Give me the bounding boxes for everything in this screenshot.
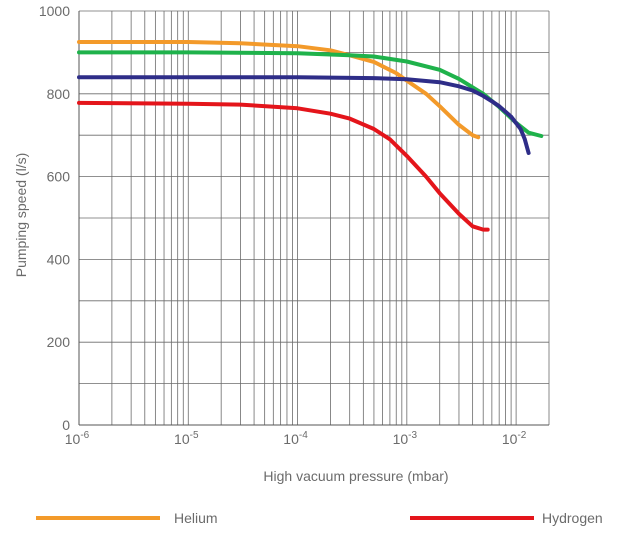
y-tick-label: 600 xyxy=(47,169,71,185)
series-line-hydrogen xyxy=(77,100,490,232)
legend: Helium Hydrogen xyxy=(36,510,603,526)
series-line-helium xyxy=(77,40,481,140)
y-tick-label: 0 xyxy=(62,417,70,433)
axes xyxy=(78,11,549,426)
y-tick-label: 400 xyxy=(47,251,71,267)
x-tick-label: 10-5 xyxy=(174,430,199,447)
x-tick-label: 10-3 xyxy=(393,430,418,447)
grid xyxy=(78,10,550,425)
x-tick-label: 10-2 xyxy=(502,430,527,447)
series-line-unnamed-2 xyxy=(77,75,531,155)
y-tick-label: 200 xyxy=(47,334,71,350)
y-tick-label: 1000 xyxy=(39,3,70,19)
tick-labels: 0 200 400 600 800 1000 10-6 10-5 10-4 10-3 10-2 xyxy=(39,3,527,447)
y-axis-label: Pumping speed (l/s) xyxy=(13,153,29,278)
x-axis-label: High vacuum pressure (mbar) xyxy=(263,468,448,484)
legend-label-helium: Helium xyxy=(174,510,218,526)
x-tick-label: 10-4 xyxy=(283,430,308,447)
legend-label-hydrogen: Hydrogen xyxy=(542,510,603,526)
x-tick-label: 10-6 xyxy=(65,430,90,447)
series-lines xyxy=(77,40,544,232)
y-tick-label: 800 xyxy=(47,86,71,102)
